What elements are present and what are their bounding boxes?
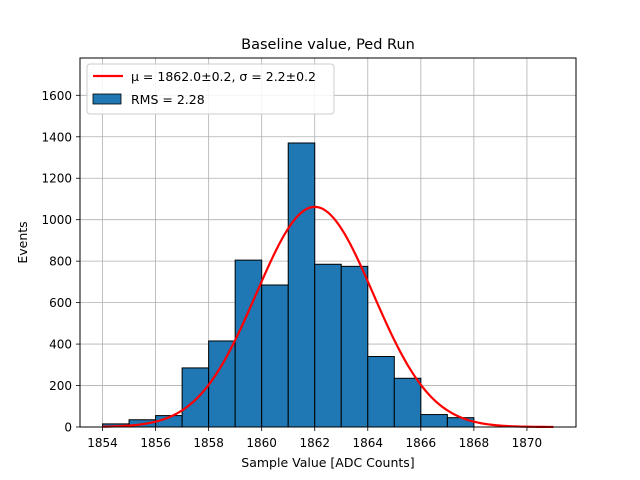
x-tick-label: 1856 — [140, 436, 171, 450]
legend: μ = 1862.0±0.2, σ = 2.2±0.2 RMS = 2.28 — [86, 63, 335, 115]
x-tick-label: 1864 — [353, 436, 384, 450]
legend-rms-label: RMS = 2.28 — [131, 92, 205, 107]
histogram-bar — [208, 340, 236, 428]
legend-box — [86, 63, 335, 115]
plot-frame — [79, 57, 577, 428]
histogram-bar — [393, 377, 422, 428]
y-axis-ticks: 0 200 400 600 800 1000 1200 1400 1600 — [41, 89, 80, 435]
y-tick-label: 1200 — [41, 172, 72, 186]
y-tick-label: 1000 — [41, 213, 72, 227]
y-axis-label: Events — [15, 221, 30, 263]
histogram-bar — [367, 356, 395, 428]
x-tick-label: 1870 — [512, 436, 543, 450]
histogram-bar — [446, 417, 475, 428]
x-axis-label: Sample Value [ADC Counts] — [241, 455, 414, 470]
gaussian-fit-curve — [102, 205, 554, 429]
histogram-bar — [420, 414, 448, 428]
legend-rms-patch-swatch — [92, 93, 122, 105]
histogram-bar — [340, 265, 369, 428]
x-tick-label: 1866 — [406, 436, 437, 450]
y-tick-label: 600 — [49, 296, 72, 310]
x-tick-label: 1854 — [87, 436, 118, 450]
histogram-bar — [314, 263, 342, 428]
y-tick-label: 0 — [64, 421, 72, 435]
x-tick-label: 1858 — [193, 436, 224, 450]
x-tick-label: 1860 — [246, 436, 277, 450]
y-tick-label: 400 — [49, 338, 72, 352]
histogram-bar — [287, 142, 316, 428]
histogram-bar — [234, 259, 263, 428]
y-tick-label: 1400 — [41, 130, 72, 144]
x-tick-label: 1862 — [299, 436, 330, 450]
legend-fit-label: μ = 1862.0±0.2, σ = 2.2±0.2 — [131, 69, 316, 84]
y-tick-label: 1600 — [41, 89, 72, 103]
chart-title: Baseline value, Ped Run — [241, 37, 415, 53]
y-tick-label: 200 — [49, 379, 72, 393]
x-tick-label: 1868 — [459, 436, 490, 450]
histogram-bar — [181, 367, 210, 428]
y-tick-label: 800 — [49, 255, 72, 269]
histogram-bar — [261, 284, 289, 428]
x-axis-ticks: 1854 1856 1858 1860 1862 1864 1866 1868 1870 — [87, 427, 542, 450]
histogram-bars — [102, 142, 475, 428]
